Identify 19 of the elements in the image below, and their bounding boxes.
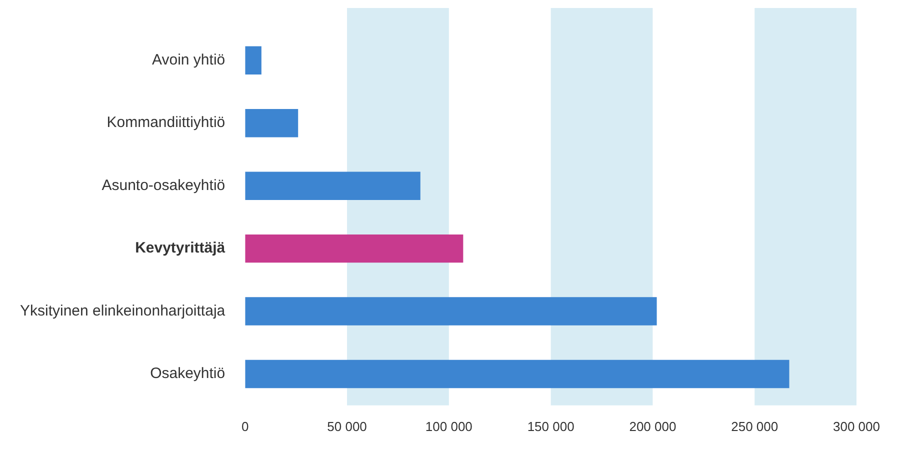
x-tick-label: 200 000 [629,418,676,434]
y-tick-label: Osakeyhtiö [150,365,226,382]
y-tick-label: Asunto-osakeyhtiö [102,176,226,194]
bar [245,360,790,388]
y-tick-label: Kevytyrittäjä [135,240,226,257]
x-tick-label: 0 [242,418,249,434]
bar [245,172,420,200]
x-tick-label: 150 000 [527,418,574,434]
bar [245,108,298,138]
x-tick-label: 100 000 [425,418,472,434]
bar [245,46,262,74]
x-tick-label: 300 000 [833,418,880,434]
y-tick-label: Kommandiittiyhtiö [106,114,226,132]
bar [245,297,657,326]
y-tick-label: Avoin yhtiö [152,52,226,69]
bar [245,234,464,263]
x-tick-label: 250 000 [731,418,778,434]
y-tick-label: Yksityinen elinkeinonharjoittaja [20,302,226,320]
x-tick-label: 50 000 [327,418,367,434]
